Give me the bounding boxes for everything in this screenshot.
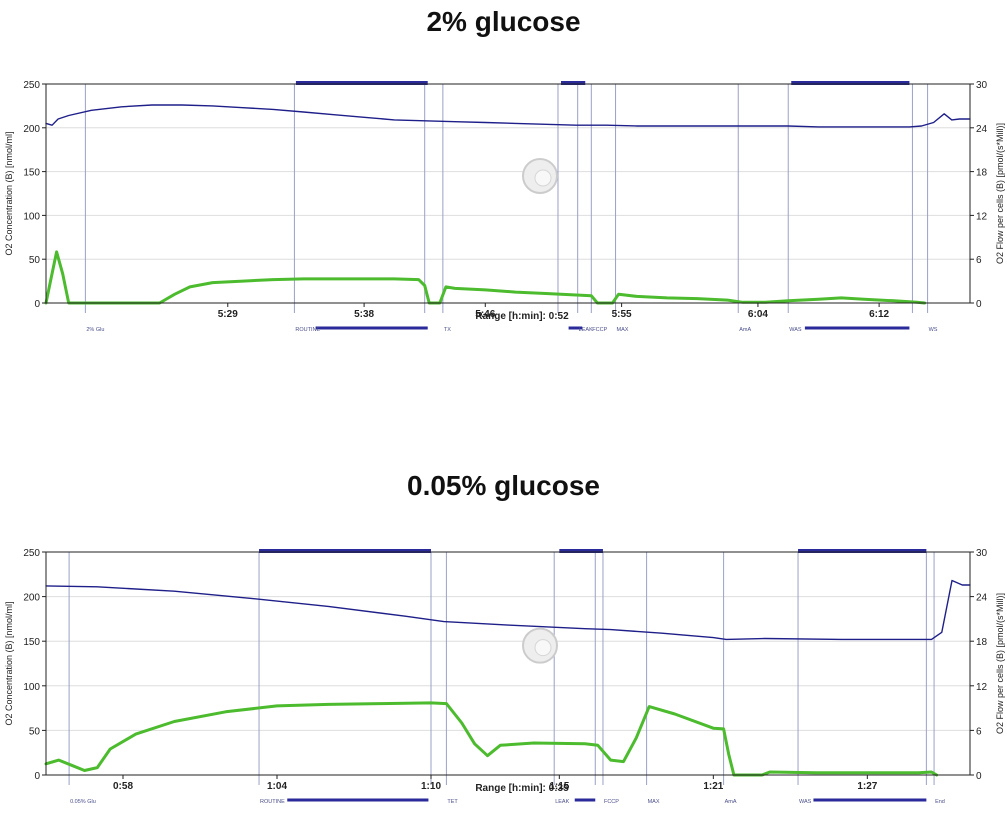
right-tick-label: 6 [976, 255, 982, 266]
left-tick-label: 50 [29, 255, 41, 266]
left-tick-label: 0 [34, 299, 40, 310]
range-label: Range [h:min]: 0:52 [475, 311, 569, 322]
event-marker-label: ROUTINE [260, 799, 285, 805]
left-tick-label: 250 [23, 80, 40, 91]
left-tick-label: 50 [29, 726, 41, 737]
right-tick-label: 0 [976, 299, 982, 310]
event-marker-label: End [935, 799, 945, 805]
event-marker-label: LEAK [579, 327, 593, 333]
x-tick-label: 5:38 [354, 309, 374, 320]
right-tick-label: 30 [976, 80, 988, 91]
x-tick-label: 0:58 [113, 781, 133, 792]
plot-frame [45, 551, 971, 776]
left-tick-label: 200 [23, 124, 40, 135]
series-o2-concentration [45, 104, 971, 128]
event-marker-label: WAS [799, 799, 812, 805]
y-axis-left-title: O2 Concentration (B) [nmol/ml] [4, 601, 14, 725]
left-tick-label: 100 [23, 211, 40, 222]
right-tick-label: 0 [976, 771, 982, 782]
right-tick-label: 12 [976, 211, 988, 222]
right-tick-label: 24 [976, 593, 988, 604]
event-marker-label: ROUTINE [295, 327, 320, 333]
right-tick-label: 12 [976, 682, 988, 693]
right-tick-label: 24 [976, 124, 988, 135]
plot-frame [45, 83, 971, 304]
left-tick-label: 250 [23, 548, 40, 559]
left-tick-label: 0 [34, 771, 40, 782]
x-tick-label: 1:04 [267, 781, 287, 792]
event-marker-label: LEAK [555, 799, 569, 805]
x-tick-label: 1:21 [703, 781, 723, 792]
right-tick-label: 18 [976, 168, 988, 179]
event-marker-label: 2% Glu [86, 327, 104, 333]
x-tick-label: 1:27 [857, 781, 877, 792]
y-axis-right-title: O2 Flow per cells (B) [pmol/(s*Mill)] [995, 123, 1005, 264]
chart-title-top: 2% glucose [426, 6, 581, 37]
x-tick-label: 5:46 [475, 309, 495, 320]
event-marker-label: WAS [789, 327, 802, 333]
event-marker-label: 0.05% Glu [70, 799, 96, 805]
oxygraph-chart-2pct-glucose: 250 200 150 100 50 0 30 24 18 12 6 0 5:29 5:38 5:46 5:5… [4, 80, 1005, 333]
chart-title-bottom: 0.05% glucose [407, 470, 600, 501]
left-tick-label: 150 [23, 637, 40, 648]
left-tick-label: 100 [23, 682, 40, 693]
event-marker-label: MAX [617, 327, 629, 333]
event-marker-label: WS [929, 327, 938, 333]
event-marker-label: TET [447, 799, 458, 805]
series-o2-concentration [45, 579, 971, 641]
x-tick-label: 1:10 [421, 781, 441, 792]
right-tick-label: 6 [976, 726, 982, 737]
y-axis-right-title: O2 Flow per cells (B) [pmol/(s*Mill)] [995, 593, 1005, 734]
x-tick-label: 6:12 [869, 309, 889, 320]
oxygraph-chart-005pct-glucose: 250 200 150 100 50 0 30 24 18 12 6 0 0:58 1:04 1:10 1:1… [4, 548, 1005, 805]
y-axis-left-title: O2 Concentration (B) [nmol/ml] [4, 131, 14, 255]
event-marker-label: FCCP [592, 327, 607, 333]
right-tick-label: 30 [976, 548, 988, 559]
event-marker-label: MAX [648, 799, 660, 805]
right-tick-label: 18 [976, 637, 988, 648]
series-o2-flow [44, 250, 927, 305]
event-marker-label: AmA [739, 327, 751, 333]
x-tick-label: 5:29 [218, 309, 238, 320]
event-marker-label: AmA [725, 799, 737, 805]
watermark-logo-inner [534, 169, 552, 187]
series-o2-flow [44, 701, 939, 777]
x-tick-label: 5:55 [612, 309, 632, 320]
event-marker-label: TX [444, 327, 451, 333]
watermark-logo-inner [534, 639, 552, 657]
x-tick-label: 1:15 [549, 781, 569, 792]
event-marker-label: FCCP [604, 799, 619, 805]
left-tick-label: 150 [23, 168, 40, 179]
range-label: Range [h:min]: 0:35 [475, 783, 569, 794]
x-tick-label: 6:04 [748, 309, 768, 320]
left-tick-label: 200 [23, 593, 40, 604]
